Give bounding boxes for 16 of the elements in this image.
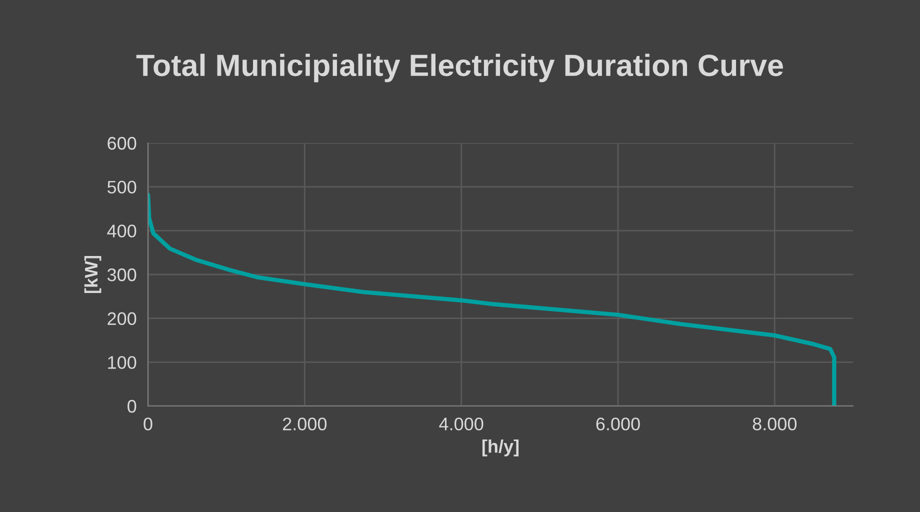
y-axis-title: [kW] [84, 256, 102, 294]
x-tick-label: 4.000 [439, 418, 484, 430]
y-tick-label: 400 [107, 224, 136, 238]
y-tick-label: 0 [128, 400, 136, 413]
chart-title: Total Municipiality Electricity Duration Curve [136, 54, 783, 82]
x-tick-label: 6.000 [596, 418, 640, 430]
x-axis-title: [h/y] [482, 440, 519, 456]
x-tick-label: 2.000 [282, 418, 327, 430]
y-tick-label: 100 [108, 356, 136, 369]
y-tick-label: 200 [108, 312, 136, 326]
x-tick-label: 8.000 [752, 418, 797, 430]
x-tick-label: 0 [144, 418, 152, 430]
y-tick-label: 300 [107, 268, 136, 282]
y-tick-label: 500 [107, 180, 136, 194]
y-tick-label: 600 [108, 136, 136, 150]
line-series [148, 192, 836, 406]
